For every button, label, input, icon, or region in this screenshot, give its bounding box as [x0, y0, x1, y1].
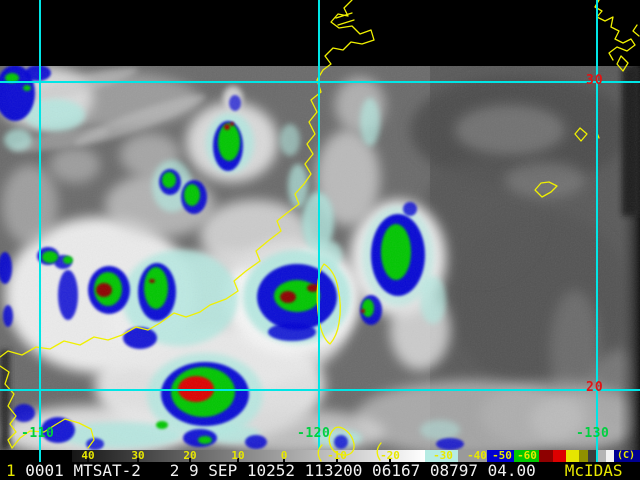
colorbar-segment-gray — [458, 450, 487, 462]
latitude-line-20 — [0, 389, 640, 391]
longitude-label-130: -130 — [576, 426, 610, 441]
frame-number: 1 — [6, 461, 16, 480]
colorbar-tick — [283, 458, 285, 462]
infrared-cloud-field — [0, 66, 640, 450]
colorbar-tick — [389, 458, 391, 462]
coastline-amami-island — [574, 127, 588, 142]
colorbar-tick — [189, 458, 191, 462]
latitude-line-30 — [0, 81, 640, 83]
status-bar: 1 0001 MTSAT-2 2 9 SEP 10252 113200 0616… — [0, 462, 640, 480]
longitude-line-130 — [596, 0, 598, 462]
colorbar-segment-warm-black — [0, 450, 72, 462]
colorbar-segment-dark-red — [539, 450, 553, 462]
colorbar-segment-light-gray — [598, 450, 606, 462]
colorbar-segment-yellow — [566, 450, 579, 462]
coastline-gulf-of-tonkin — [11, 418, 95, 449]
mcidas-brand: McIDAS — [564, 461, 623, 480]
colorbar-segment-blue — [487, 450, 514, 462]
colorbar-tick-label: 20 — [183, 449, 197, 462]
colorbar-tick-label: -20 — [380, 449, 400, 462]
colorbar-segment-dark-gray — [588, 450, 598, 462]
latitude-label-20: 20 — [586, 380, 604, 395]
longitude-line-110 — [39, 0, 41, 462]
coastline-vietnam — [0, 365, 17, 449]
longitude-label-110: -110 — [21, 426, 55, 441]
colorbar-tick-label: 10 — [231, 449, 245, 462]
longitude-line-120 — [318, 0, 320, 450]
colorbar-tick-label: 30 — [131, 449, 145, 462]
colorbar-tick — [336, 458, 338, 462]
latitude-label-30: 30 — [586, 73, 604, 88]
colorbar-tick — [137, 458, 139, 462]
coastline-island-south-kyushu — [616, 55, 629, 72]
coastline-island-right-edge — [632, 24, 640, 37]
coastline-china — [0, 0, 375, 358]
colorbar-segment-white — [606, 450, 614, 462]
colorbar-segment-green — [514, 450, 539, 462]
colorbar-segment-olive — [579, 450, 588, 462]
coastline-yangtze — [335, 12, 355, 26]
longitude-label-120: -120 — [297, 426, 331, 441]
coastline-kyushu — [594, 0, 636, 61]
colorbar-segment-cyan — [425, 450, 458, 462]
colorbar-tick-label: -50 — [492, 449, 512, 462]
coastline-okinawa-island — [534, 181, 558, 198]
colorbar-tick-label: 0 — [280, 449, 288, 462]
colorbar-tick-label: -40 — [467, 449, 487, 462]
colorbar-tick-label: -60 — [517, 449, 537, 462]
colorbar-unit-label: (C) — [616, 450, 636, 461]
colorbar-segment-red — [553, 450, 566, 462]
colorbar-segment-navy — [614, 450, 640, 462]
colorbar-tick — [87, 458, 89, 462]
colorbar-tick-label: 40 — [81, 449, 95, 462]
colorbar-tick-label: -30 — [433, 449, 453, 462]
colorbar-tick — [237, 458, 239, 462]
image-info-text: 0001 MTSAT-2 2 9 SEP 10252 113200 06167 … — [15, 461, 565, 480]
